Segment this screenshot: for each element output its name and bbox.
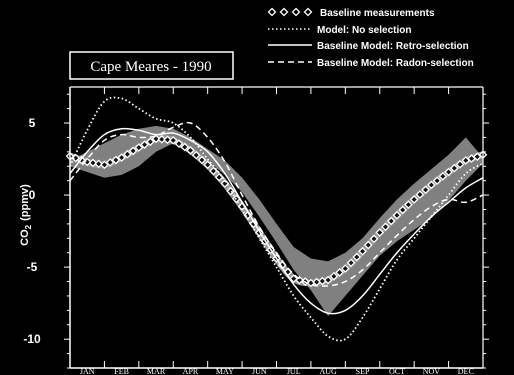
y-tick-label: -5 [27,260,38,274]
series-line-model-no-selection [69,96,484,342]
x-tick-label: JUN [252,367,267,375]
legend-entry: Baseline Model: Retro-selection [268,41,469,52]
legend-label: Baseline measurements [320,8,435,19]
legend-label: Baseline Model: Radon-selection [317,58,474,69]
x-tick-label: OCT [389,367,405,375]
data-point-66 [444,167,453,177]
band-area [70,125,483,317]
data-point-27 [220,179,230,188]
data-point-28 [226,186,235,196]
data-point-24 [203,160,212,170]
data-point-6 [100,160,109,170]
data-point-51 [358,246,367,256]
data-point-48 [341,264,350,273]
title-frame [69,51,234,80]
data-point-57 [392,210,402,220]
data-point-62 [421,185,430,195]
chart-title: Cape Meares - 1990 [90,59,211,75]
legend-entry: Baseline measurements [267,7,435,19]
data-point-20 [180,142,190,152]
x-tick-label: NOV [423,367,441,375]
data-point-9 [117,153,126,162]
legend-label: Model: No selection [317,25,411,36]
legend-swatch-diamond [291,7,301,17]
data-point-61 [415,190,425,199]
legend-label: Baseline Model: Retro-selection [317,41,469,52]
data-point-22 [191,150,201,160]
uncertainty-band [70,125,483,317]
series-line-baseline-model-retro-selection [69,127,484,315]
data-point-54 [375,228,385,237]
data-point-10 [123,149,132,159]
y-tick-label: 0 [29,188,36,202]
legend-entry: Baseline Model: Radon-selection [268,58,474,69]
data-point-4 [88,158,98,168]
title-box: Cape Meares - 1990 [69,51,234,80]
x-tick-label: JAN [80,367,95,375]
data-point-1 [71,153,81,163]
data-point-2 [77,155,86,165]
data-point-13 [140,140,149,149]
x-tick-label: JUL [287,367,301,375]
y-tick-label: -10 [23,332,41,346]
data-point-23 [197,155,207,165]
data-point-60 [409,195,419,204]
data-point-58 [398,205,408,215]
data-point-19 [174,139,184,148]
data-point-64 [432,176,442,185]
data-point-18 [168,135,178,145]
legend-swatch-diamond [279,7,289,17]
data-point-47 [335,268,344,277]
series-line-baseline-model-radon-selection [69,121,484,287]
legend-swatch-diamond [267,7,277,17]
data-point-21 [186,146,195,155]
data-point-17 [163,135,172,145]
data-point-46 [329,271,339,281]
y-tick-label: 5 [29,116,36,130]
x-tick-label: MAY [216,367,234,375]
data-point-14 [145,137,155,147]
x-tick-label: AUG [319,367,337,375]
x-tick-label: MAR [147,367,166,375]
data-point-12 [134,143,144,152]
data-point-65 [438,172,448,181]
data-point-53 [369,234,379,244]
data-point-8 [111,155,121,165]
data-point-67 [449,163,459,173]
data-point-11 [128,146,138,156]
data-point-49 [346,258,356,268]
legend-swatch-diamond [303,7,313,17]
data-point-52 [363,240,373,250]
y-axis-label-main: CO [19,229,31,246]
data-point-55 [381,222,390,232]
y-axis-label-unit: (ppmv) [19,184,31,221]
data-point-50 [352,252,362,262]
data-point-56 [386,216,396,226]
y-axis-label: CO2 (ppmv) [19,184,33,246]
x-tick-label: APR [183,367,199,375]
data-point-68 [455,160,465,169]
data-point-63 [427,180,436,190]
data-point-5 [94,159,104,169]
y-axis-label-subscript: 2 [24,224,33,229]
data-point-45 [323,275,333,285]
data-point-59 [404,200,413,210]
x-tick-label: DEC [458,367,474,375]
x-tick-label: FEB [114,367,129,375]
legend-entry: Model: No selection [268,25,411,36]
axes: 5 0 -5 -10 JAN FEB MAR APR MAY JUN JUL AUG SEP OCT NOV… [23,86,489,375]
data-point-16 [157,135,167,144]
x-tick-label: SEP [356,367,370,375]
data-point-7 [105,158,115,167]
legend: Baseline measurements Model: No selection… [267,7,474,69]
data-point-26 [214,172,224,182]
y-axis-label-text: CO2 (ppmv) [19,184,33,246]
